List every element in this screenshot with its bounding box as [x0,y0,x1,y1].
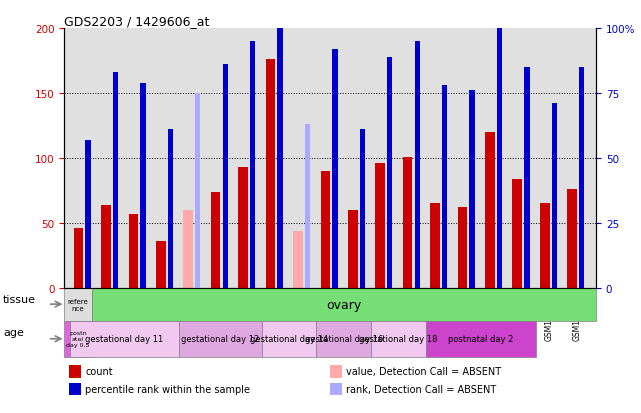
Bar [113,73,118,288]
Bar [403,157,412,288]
Bar [293,231,303,288]
Text: gestational day 12: gestational day 12 [181,335,260,344]
Bar [442,86,447,288]
Bar [524,68,529,288]
Bar [179,321,262,357]
Text: gestational day 14: gestational day 14 [250,335,328,344]
Bar [211,192,221,288]
Bar [330,366,342,378]
Bar [469,91,475,288]
Text: ovary: ovary [326,298,362,311]
Bar [101,205,111,288]
Bar [513,179,522,288]
Bar [426,321,536,357]
Bar [129,214,138,288]
Bar [387,57,392,288]
Text: tissue: tissue [3,294,36,304]
Bar [485,133,495,288]
Text: count: count [85,367,113,377]
Bar [458,208,467,288]
Text: postnatal day 2: postnatal day 2 [448,335,513,344]
Text: gestational day 18: gestational day 18 [360,335,438,344]
Text: postn
atal
day 0.5: postn atal day 0.5 [66,331,90,347]
Bar [305,125,310,288]
Bar [64,321,92,357]
Bar [415,42,420,288]
Bar [540,204,549,288]
Text: percentile rank within the sample: percentile rank within the sample [85,384,251,394]
Bar [85,140,91,288]
Text: GDS2203 / 1429606_at: GDS2203 / 1429606_at [64,15,210,28]
Bar [579,68,585,288]
Bar [69,366,81,378]
Bar [552,104,557,288]
Bar [140,83,146,288]
Bar [156,241,165,288]
Bar [278,0,283,288]
Bar [348,210,358,288]
Bar [238,168,248,288]
Text: value, Detection Call = ABSENT: value, Detection Call = ABSENT [346,367,501,377]
Bar [330,383,342,395]
Bar [497,26,502,288]
Bar [222,65,228,288]
Bar [332,50,338,288]
Bar [376,164,385,288]
Bar [168,130,173,288]
Bar [317,321,371,357]
Bar [360,130,365,288]
Bar [320,171,330,288]
Text: refere
nce: refere nce [67,298,88,311]
Text: gestational day 11: gestational day 11 [85,335,163,344]
Bar [183,210,193,288]
Text: age: age [3,328,24,337]
Bar [567,190,577,288]
Text: rank, Detection Call = ABSENT: rank, Detection Call = ABSENT [346,384,496,394]
Bar [371,321,426,357]
Bar [64,288,92,321]
Bar [69,383,81,395]
Text: gestational day 16: gestational day 16 [304,335,383,344]
Bar [262,321,317,357]
Bar [70,321,179,357]
Bar [430,204,440,288]
Bar [195,94,201,288]
Bar [265,60,275,288]
Bar [250,42,255,288]
Bar [74,228,83,288]
